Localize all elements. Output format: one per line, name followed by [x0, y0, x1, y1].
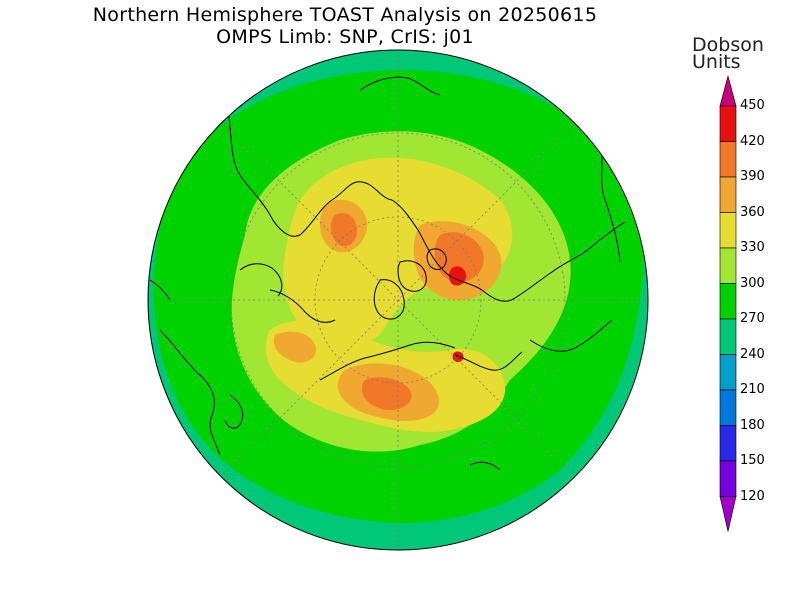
field-360-d [273, 331, 317, 363]
colorbar-segment-120 [719, 460, 737, 497]
colorbar-tick-240: 240 [740, 346, 765, 362]
field-390-b [362, 377, 412, 410]
colorbar-segment-210 [719, 354, 737, 391]
colorbar-tick-210: 210 [740, 382, 765, 397]
colorbar-tick-390: 390 [740, 169, 765, 184]
units-label-line2: Units [692, 51, 741, 73]
units-label-line1: Dobson [692, 34, 764, 56]
colorbar-tick-450: 450 [740, 98, 765, 113]
field-390-a [434, 232, 484, 283]
colorbar-top-arrow [719, 74, 737, 107]
colorbar-bottom-arrow [719, 496, 737, 532]
colorbar-segment-150 [719, 425, 737, 462]
colorbar-tick-120: 120 [740, 488, 765, 504]
colorbar-segment-240 [719, 318, 737, 355]
colorbar-segment-360 [719, 176, 737, 213]
colorbar-segment-270 [719, 283, 737, 320]
graticule [148, 50, 648, 550]
coastlines [149, 76, 626, 471]
colorbar-segment-300 [719, 247, 737, 284]
field-390-c [330, 213, 358, 247]
colorbar-tick-360: 360 [740, 204, 765, 220]
colorbar-tick-330: 330 [740, 240, 765, 255]
colorbar-segment-180 [719, 389, 737, 426]
map-title: Northern Hemisphere TOAST Analysis on 20… [92, 4, 598, 26]
colorbar-tick-420: 420 [740, 133, 765, 149]
colorbar-segment-420 [719, 105, 737, 142]
field-420-a [449, 266, 466, 286]
colorbar-tick-300: 300 [740, 275, 765, 291]
colorbar-segment-390 [719, 141, 737, 178]
field-420-b [452, 351, 464, 362]
map-subtitle: OMPS Limb: SNP, CrIS: j01 [216, 26, 474, 48]
colorbar-segment-330 [719, 212, 737, 249]
colorbar-tick-270: 270 [740, 311, 765, 326]
map-border [147, 49, 649, 551]
colorbar-tick-180: 180 [740, 417, 765, 433]
colorbar-tick-150: 150 [740, 453, 765, 468]
